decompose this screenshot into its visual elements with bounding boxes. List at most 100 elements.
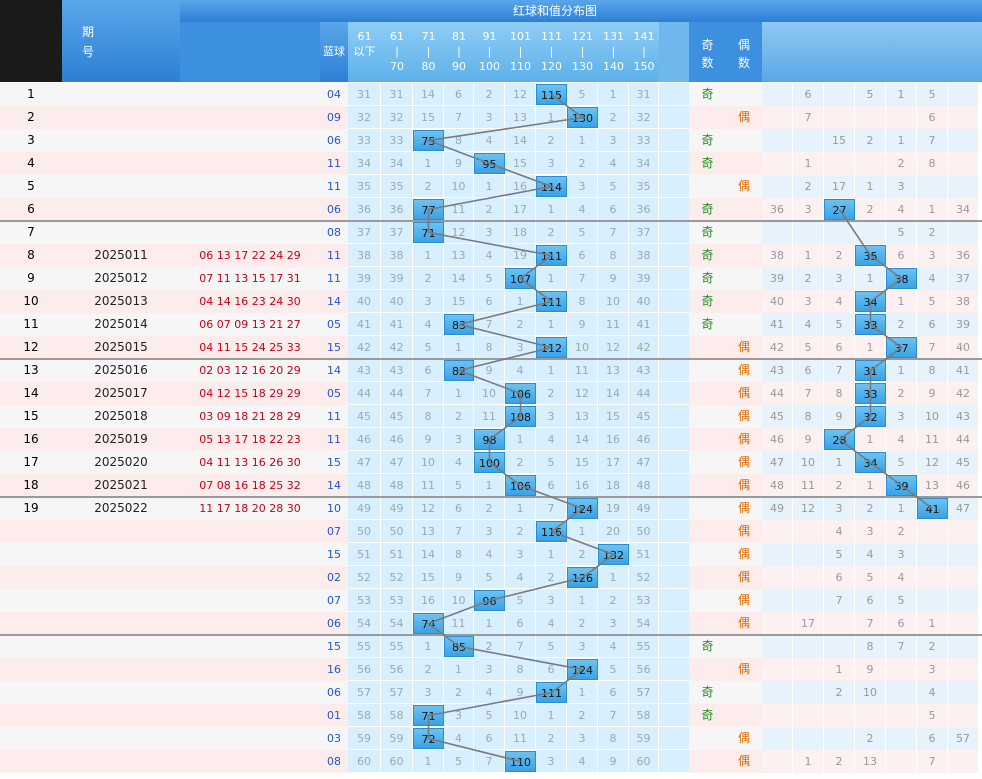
blue-ball-cell: 10	[320, 497, 348, 520]
right-panel-cell: 1	[793, 152, 824, 175]
gap-cell: 9	[444, 152, 474, 175]
gap-cell: 42	[629, 336, 659, 359]
range-header-mid: 以下	[353, 45, 376, 58]
gap-cell: 1	[413, 750, 444, 773]
gap-cell: 57	[348, 681, 381, 704]
gap-cell: 14	[505, 129, 536, 152]
right-panel-cell: 6	[855, 589, 886, 612]
period-cell: 2025012	[62, 267, 180, 290]
gap-cell: 6	[474, 727, 505, 750]
gap-cell: 14	[598, 382, 629, 405]
range-header-9: 141 | 150	[629, 22, 659, 82]
odd-cell	[689, 359, 726, 382]
right-panel-cell	[917, 589, 948, 612]
right-panel-cell	[762, 727, 793, 750]
right-panel-cell: 41	[762, 313, 793, 336]
gap-cell: 31	[629, 83, 659, 106]
gap-cell: 1	[536, 313, 567, 336]
odd-cell: 奇	[689, 635, 726, 658]
gap-cell: 3	[474, 520, 505, 543]
right-panel-cell	[793, 520, 824, 543]
right-panel-cell: 1	[793, 750, 824, 773]
group-separator	[0, 496, 982, 498]
blue-ball-cell: 11	[320, 267, 348, 290]
gap-cell: 2	[474, 83, 505, 106]
row-index: 7	[0, 221, 62, 244]
range-header-mid: |	[487, 45, 492, 58]
right-panel-cell: 46	[948, 474, 979, 497]
red-numbers-cell: 04 11 15 24 25 33	[180, 336, 320, 359]
right-panel-cell: 3	[824, 497, 855, 520]
gap-cell: 11	[474, 405, 505, 428]
gap-cell: 37	[381, 221, 413, 244]
right-panel-cell: 1	[855, 336, 886, 359]
gap-cell: 33	[381, 129, 413, 152]
gap-cell: 13	[567, 405, 598, 428]
range-header-top: 101	[510, 30, 531, 43]
gap-cell: 38	[381, 244, 413, 267]
gap-cell: 12	[413, 497, 444, 520]
gap-cell: 51	[629, 543, 659, 566]
right-panel-cell: 1	[855, 267, 886, 290]
right-panel-cell: 5	[793, 336, 824, 359]
right-panel-cell	[824, 106, 855, 129]
gap-cell: 16	[598, 428, 629, 451]
gap-cell: 36	[381, 198, 413, 221]
right-panel-cell: 10	[793, 451, 824, 474]
right-panel-cell: 6	[793, 83, 824, 106]
right-panel-cell: 6	[886, 612, 917, 635]
right-panel-cell	[917, 520, 948, 543]
gap-cell: 11	[413, 474, 444, 497]
right-panel-cell: 4	[886, 566, 917, 589]
gap-cell: 3	[567, 175, 598, 198]
gap-cell: 34	[629, 152, 659, 175]
gap-cell: 6	[567, 244, 598, 267]
right-panel-cell	[948, 520, 979, 543]
period-cell: 2025015	[62, 336, 180, 359]
right-panel-cell: 7	[824, 359, 855, 382]
right-panel-cell	[948, 543, 979, 566]
gap-cell: 15	[413, 106, 444, 129]
period-cell: 2025019	[62, 428, 180, 451]
red-numbers-cell	[180, 221, 320, 244]
right-panel-cell: 47	[762, 451, 793, 474]
red-numbers-cell: 04 12 15 18 29 29	[180, 382, 320, 405]
gap-cell-extra	[659, 520, 689, 543]
gap-cell: 5	[567, 83, 598, 106]
gap-cell: 57	[629, 681, 659, 704]
gap-cell: 56	[629, 658, 659, 681]
right-panel-cell: 46	[762, 428, 793, 451]
even-cell: 偶	[726, 566, 762, 589]
odd-cell: 奇	[689, 221, 726, 244]
right-panel-cell	[948, 635, 979, 658]
gap-cell: 49	[629, 497, 659, 520]
gap-cell: 7	[567, 267, 598, 290]
gap-cell: 58	[381, 704, 413, 727]
right-panel-cell: 47	[948, 497, 979, 520]
right-panel-cell: 4	[917, 681, 948, 704]
gap-cell: 39	[348, 267, 381, 290]
gap-cell: 53	[348, 589, 381, 612]
period-cell	[62, 750, 180, 773]
gap-cell: 15	[413, 566, 444, 589]
right-panel-cell	[762, 152, 793, 175]
period-cell	[62, 83, 180, 106]
right-panel-cell	[762, 129, 793, 152]
right-panel-cell: 1	[855, 175, 886, 198]
right-panel-cell	[793, 635, 824, 658]
right-panel-cell	[886, 727, 917, 750]
gap-cell: 59	[381, 727, 413, 750]
right-panel-cell: 39	[762, 267, 793, 290]
right-panel-cell	[762, 175, 793, 198]
gap-cell: 19	[598, 497, 629, 520]
gap-cell: 9	[505, 681, 536, 704]
right-panel-cell	[762, 221, 793, 244]
right-panel-cell	[762, 566, 793, 589]
odd-cell: 奇	[689, 267, 726, 290]
right-panel-cell: 4	[824, 520, 855, 543]
blue-ball-cell: 04	[320, 83, 348, 106]
odd-cell: 奇	[689, 198, 726, 221]
gap-cell: 11	[505, 727, 536, 750]
range-header-bot: 130	[572, 60, 593, 73]
right-panel-cell	[762, 635, 793, 658]
